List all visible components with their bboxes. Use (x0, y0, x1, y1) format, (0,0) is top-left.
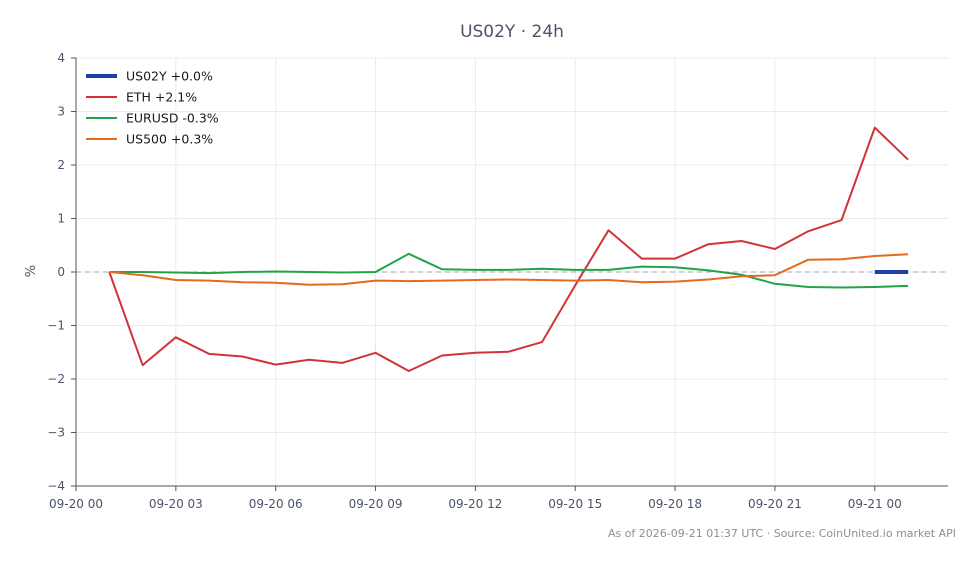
x-tick-label: 09-20 15 (548, 497, 602, 511)
y-tick-label: −4 (47, 479, 65, 493)
series-line-eurusd (109, 252, 909, 289)
y-tick-label: 0 (57, 265, 65, 279)
y-axis-label: % (24, 265, 39, 277)
legend: US02Y +0.0% ETH +2.1% EURUSD -0.3% US500 +0… (86, 69, 219, 147)
x-tick-label: 09-20 06 (249, 497, 303, 511)
y-tick-label: −2 (47, 372, 65, 386)
y-tick-label: 4 (57, 51, 65, 65)
axes (71, 57, 948, 491)
legend-label-us500: US500 +0.3% (126, 132, 213, 147)
x-tick-label: 09-20 18 (648, 497, 702, 511)
x-tick-label: 09-21 00 (848, 497, 902, 511)
y-tick-label: −3 (47, 426, 65, 440)
legend-label-eth: ETH +2.1% (126, 90, 197, 105)
y-tick-label: −1 (47, 319, 65, 333)
footer-source-note: As of 2026-09-21 01:37 UTC · Source: Coi… (608, 527, 956, 540)
chart-title: US02Y · 24h (460, 22, 564, 42)
y-tick-label: 1 (57, 212, 65, 226)
series-line-eth (108, 126, 909, 372)
x-tick-label: 09-20 00 (49, 497, 103, 511)
x-tick-label: 09-20 12 (448, 497, 502, 511)
legend-label-eurusd: EURUSD -0.3% (126, 111, 219, 126)
legend-label-us02y: US02Y +0.0% (126, 69, 213, 84)
x-tick-labels: 09-20 00 09-20 03 09-20 06 09-20 09 09-20 12… (49, 497, 902, 511)
y-tick-labels: −4 −3 −2 −1 0 1 2 3 4 (47, 51, 65, 493)
series-lines (108, 126, 909, 372)
x-tick-label: 09-20 03 (149, 497, 203, 511)
x-tick-label: 09-20 21 (748, 497, 802, 511)
y-tick-label: 3 (57, 105, 65, 119)
series-line-us500 (109, 253, 909, 286)
y-tick-label: 2 (57, 158, 65, 172)
x-tick-label: 09-20 09 (349, 497, 403, 511)
